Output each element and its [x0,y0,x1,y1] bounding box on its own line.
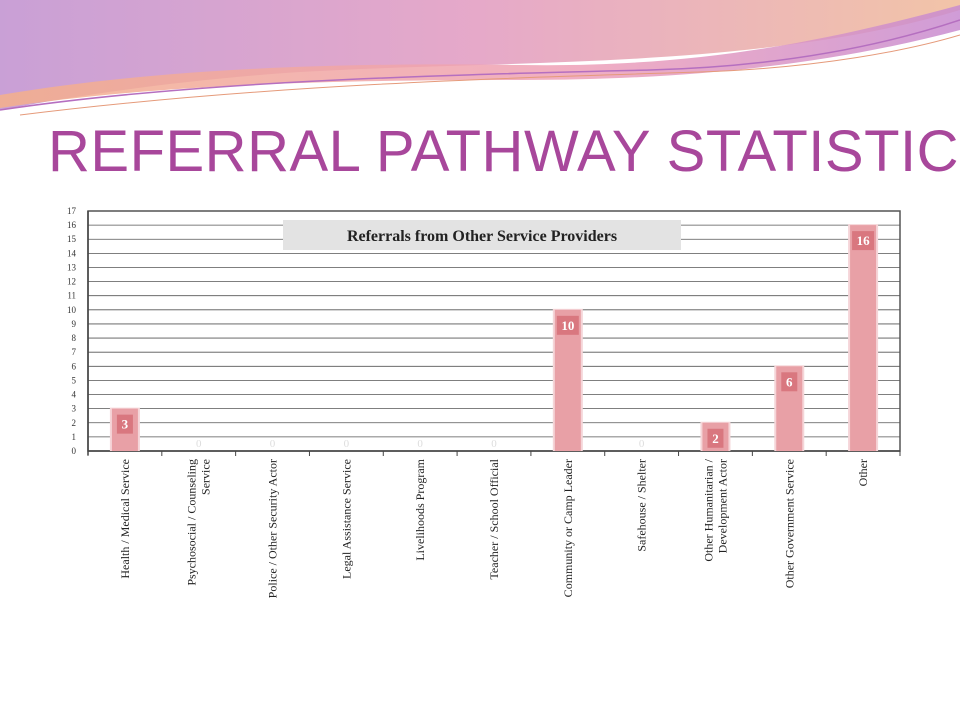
x-category-label: Safehouse / Shelter [635,459,649,552]
chart-title: Referrals from Other Service Providers [347,228,617,245]
data-label: 6 [786,374,793,389]
y-tick-label: 14 [67,248,77,258]
data-label-bg [852,231,875,251]
data-label: 0 [344,438,350,450]
bar [850,225,877,451]
category-label-line: Health / Medical Service [118,459,132,579]
category-label-line: Police / Other Security Actor [266,459,280,598]
y-tick-label: 0 [72,446,77,456]
data-label: 0 [417,438,423,450]
category-label-line: Community or Camp Leader [561,459,575,597]
x-category-label: Livelihoods Program [413,458,427,560]
category-label-line: Other Humanitarian / [701,458,715,561]
y-tick-label: 5 [72,375,77,385]
category-label-line: Legal Assistance Service [339,459,353,579]
category-label-line: Development Actor [715,459,729,553]
y-tick-label: 9 [72,319,77,329]
category-label-line: Livelihoods Program [413,458,427,560]
data-label: 0 [270,438,276,450]
chart-title-bg [283,220,681,250]
x-category-label: Legal Assistance Service [339,459,353,579]
x-category-label: Teacher / School Official [487,458,501,579]
x-category-label: Community or Camp Leader [561,459,575,597]
x-category-label: Other [856,459,870,486]
y-tick-label: 7 [72,347,77,357]
x-category-label: Other Government Service [782,459,796,588]
x-category-label: Police / Other Security Actor [266,459,280,598]
y-tick-label: 3 [72,404,77,414]
data-label: 0 [196,438,202,450]
category-label-line: Teacher / School Official [487,458,501,579]
x-category-label: Other Humanitarian /Development Actor [701,458,729,561]
y-tick-label: 11 [67,291,76,301]
y-tick-label: 10 [67,305,77,315]
category-label-line: Psychosocial / Counseling [185,459,199,586]
data-label-bg [116,414,133,434]
decorative-banner [0,0,960,116]
y-tick-label: 4 [72,390,77,400]
category-label-line: Service [199,459,213,495]
slide-title: REFERRAL PATHWAY STATISTICS [48,119,960,184]
y-tick-label: 16 [67,220,77,230]
y-tick-label: 6 [72,361,77,371]
data-label: 10 [561,318,574,333]
y-tick-label: 13 [67,262,77,272]
data-label: 2 [712,431,719,446]
category-label-line: Safehouse / Shelter [635,459,649,552]
x-category-label: Psychosocial / CounselingService [185,459,213,586]
data-label-bg [556,315,579,335]
y-tick-label: 8 [72,333,77,343]
y-tick-label: 17 [67,206,77,216]
y-tick-label: 15 [67,234,77,244]
data-label-bg [781,372,798,392]
data-label: 0 [491,438,497,450]
data-label: 0 [639,438,645,450]
y-tick-label: 1 [72,432,77,442]
plot-area [87,210,901,452]
data-label: 3 [122,417,129,432]
y-tick-label: 2 [72,418,77,428]
data-label-bg [707,428,724,448]
x-category-label: Health / Medical Service [118,459,132,579]
y-tick-label: 12 [67,277,76,287]
category-label-line: Other Government Service [782,459,796,588]
data-label: 16 [857,233,871,248]
category-label-line: Other [856,459,870,486]
